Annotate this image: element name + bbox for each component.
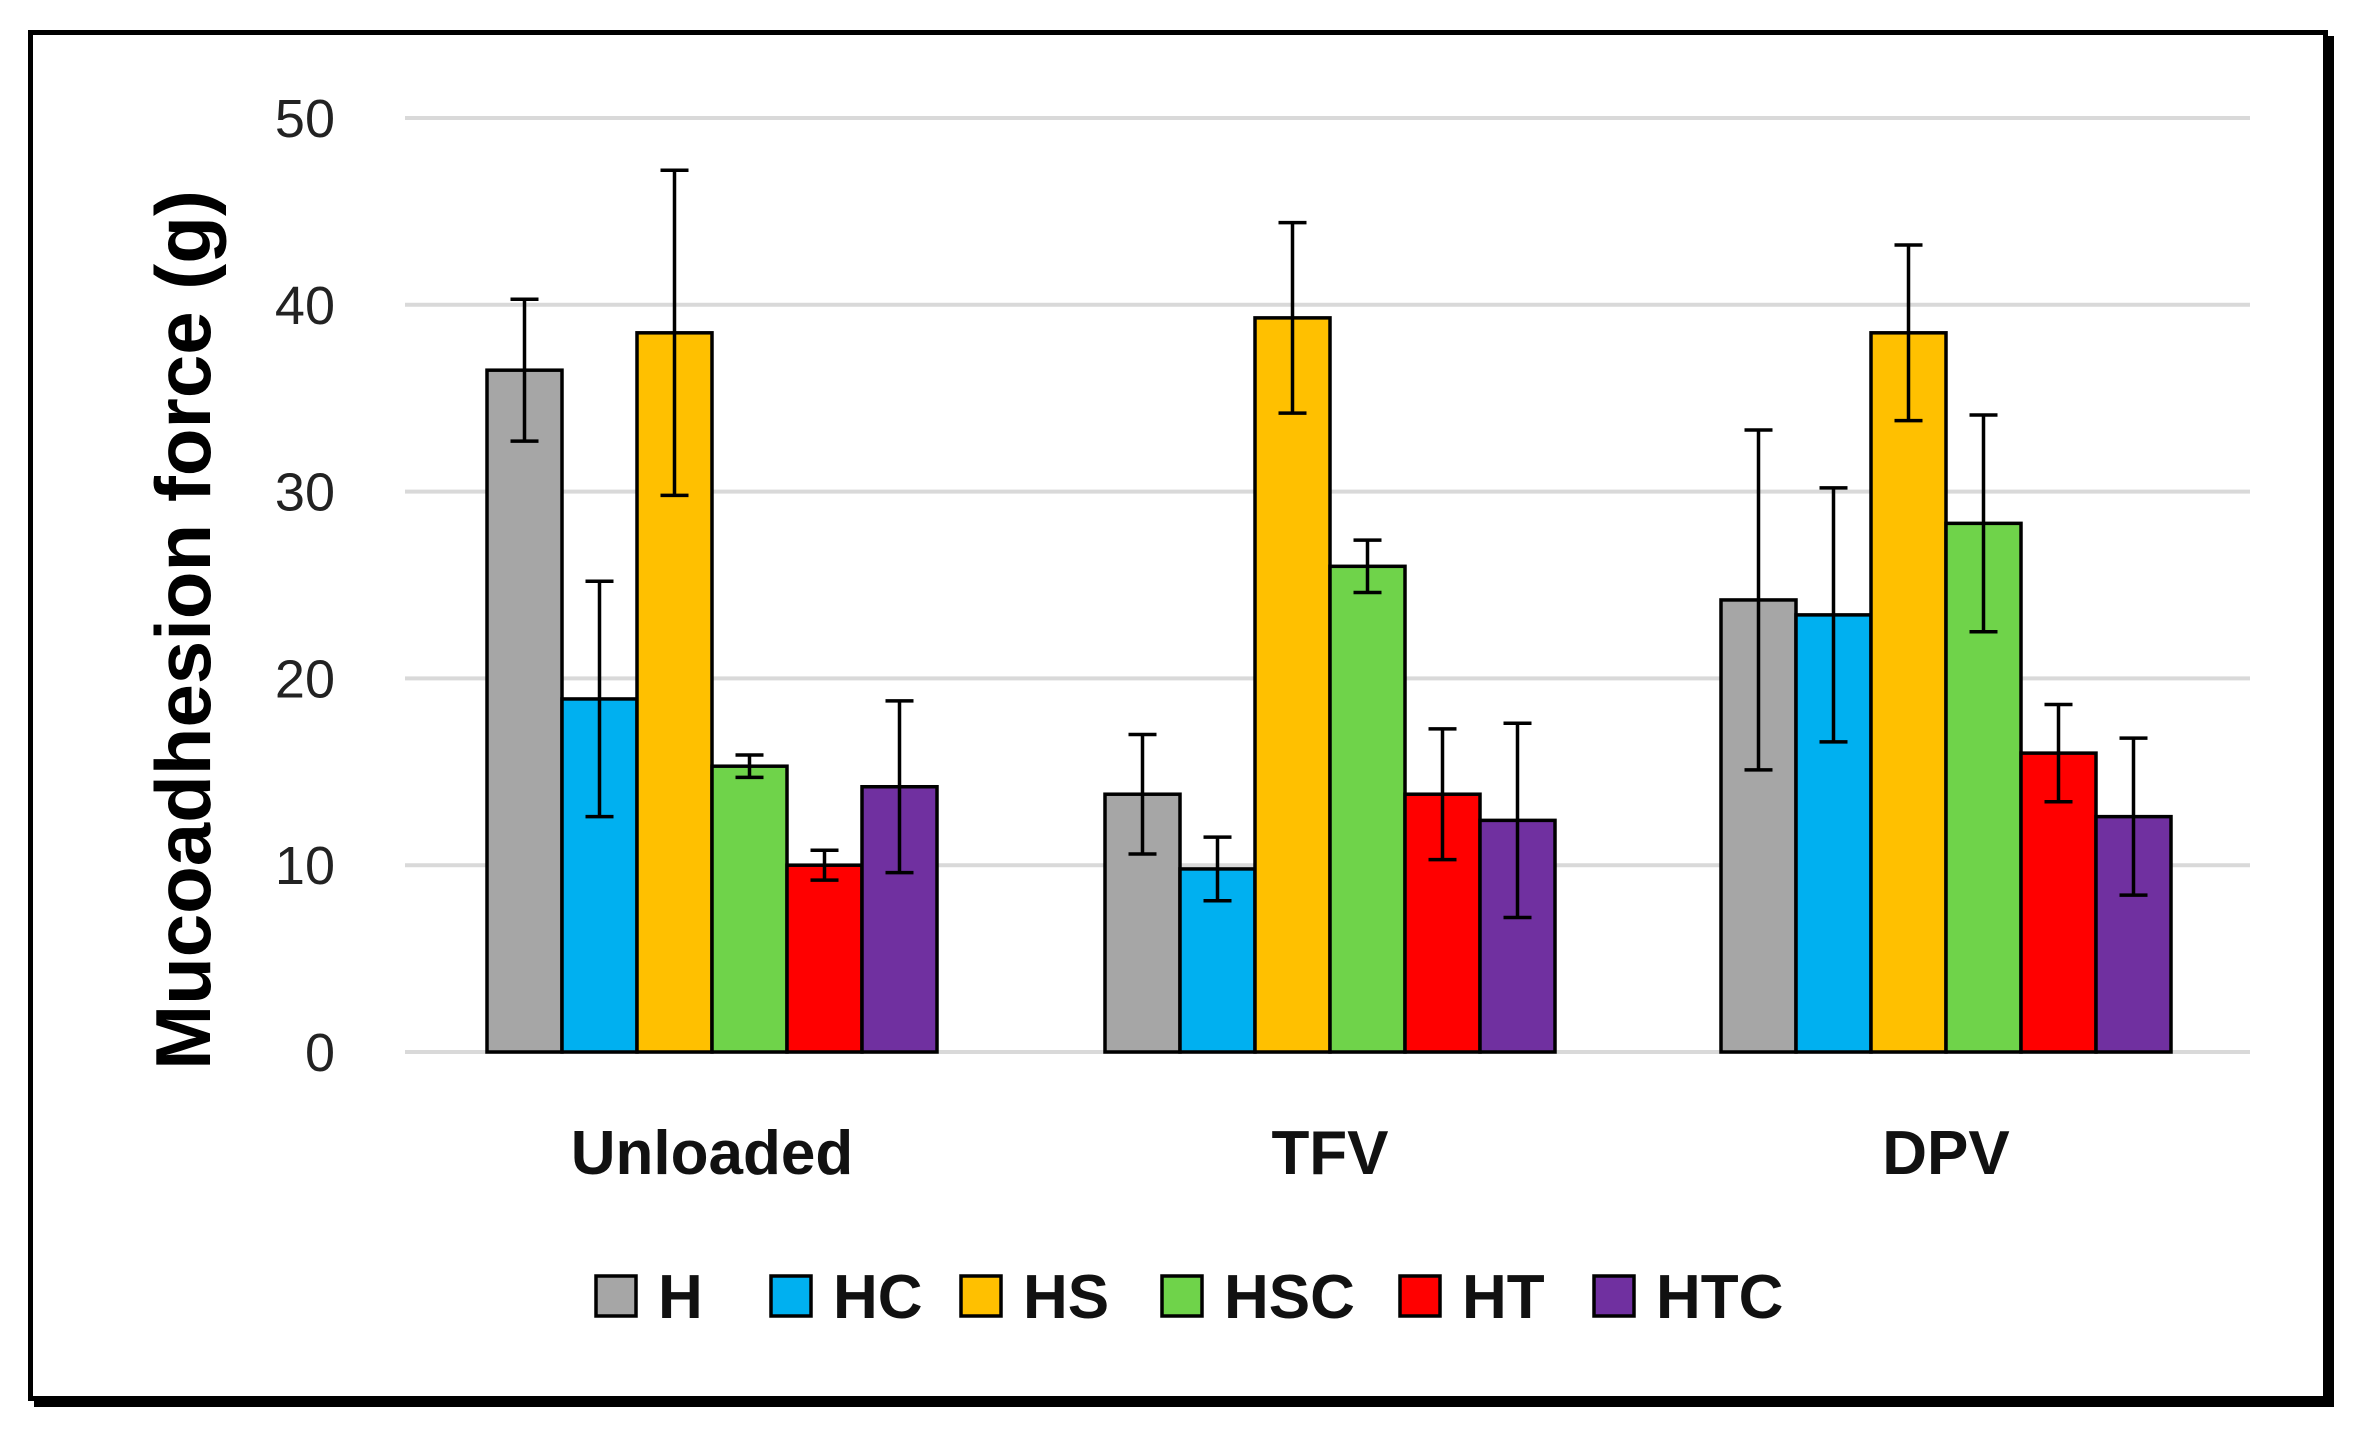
y-axis-ticks: 0 10 20 30 40 50 — [275, 89, 335, 1083]
error-bars — [510, 168, 2148, 920]
error-bar-hc-dpv — [1819, 486, 1848, 744]
error-bar-h-dpv — [1744, 428, 1773, 772]
bar-hsc-tfv — [1328, 564, 1407, 1054]
legend-item-hc: HC — [769, 1263, 923, 1332]
error-bar-ht-unloaded — [810, 848, 839, 882]
y-tick-label: 0 — [305, 1023, 335, 1083]
error-bar-ht-tfv — [1428, 727, 1457, 862]
legend-swatch — [1592, 1274, 1636, 1318]
legend: H HC HS HSC HT HTC — [594, 1263, 1783, 1332]
legend-item-hs: HS — [959, 1263, 1109, 1332]
legend-item-h: H — [594, 1263, 703, 1332]
bar-hs-tfv — [1253, 316, 1332, 1054]
legend-item-hsc: HSC — [1160, 1263, 1355, 1332]
x-category-label: Unloaded — [571, 1119, 853, 1188]
legend-swatch — [594, 1274, 638, 1318]
legend-item-htc: HTC — [1592, 1263, 1783, 1332]
x-axis-categories: Unloaded TFV DPV — [571, 1119, 2010, 1188]
error-bar-hsc-tfv — [1353, 538, 1382, 595]
legend-swatch — [769, 1274, 813, 1318]
y-tick-label: 30 — [275, 463, 335, 523]
legend-label: HSC — [1224, 1263, 1355, 1332]
error-bar-h-unloaded — [510, 297, 539, 443]
bar-ht-unloaded — [785, 863, 864, 1054]
legend-label: HT — [1462, 1263, 1545, 1332]
x-category-label: DPV — [1882, 1119, 2009, 1188]
bar-hs-dpv — [1869, 331, 1948, 1054]
error-bar-htc-unloaded — [885, 699, 914, 875]
y-tick-label: 20 — [275, 649, 335, 709]
error-bar-hs-dpv — [1894, 243, 1923, 423]
error-bar-h-tfv — [1128, 732, 1157, 856]
legend-label: HC — [833, 1263, 923, 1332]
legend-label: HTC — [1656, 1263, 1783, 1332]
error-bar-hc-unloaded — [585, 579, 614, 819]
y-tick-label: 40 — [275, 276, 335, 336]
x-category-label: TFV — [1271, 1119, 1388, 1188]
y-tick-label: 10 — [275, 836, 335, 896]
legend-label: HS — [1023, 1263, 1109, 1332]
legend-swatch — [1398, 1274, 1442, 1318]
bar-h-unloaded — [485, 368, 564, 1054]
legend-swatch — [959, 1274, 1003, 1318]
y-axis-label: Mucoadhesion force (g) — [139, 190, 227, 1070]
legend-label: H — [658, 1263, 703, 1332]
error-bar-htc-tfv — [1503, 721, 1532, 920]
error-bar-hsc-dpv — [1969, 413, 1998, 634]
bars — [485, 316, 2173, 1054]
error-bar-htc-dpv — [2119, 736, 2148, 897]
error-bar-hs-unloaded — [660, 168, 689, 498]
bar-hsc-unloaded — [710, 764, 789, 1054]
error-bar-hsc-unloaded — [735, 753, 764, 780]
legend-swatch — [1160, 1274, 1204, 1318]
error-bar-hc-tfv — [1203, 835, 1232, 903]
legend-item-ht: HT — [1398, 1263, 1545, 1332]
error-bar-ht-dpv — [2044, 702, 2073, 804]
error-bar-hs-tfv — [1278, 220, 1307, 415]
y-tick-label: 50 — [275, 89, 335, 149]
